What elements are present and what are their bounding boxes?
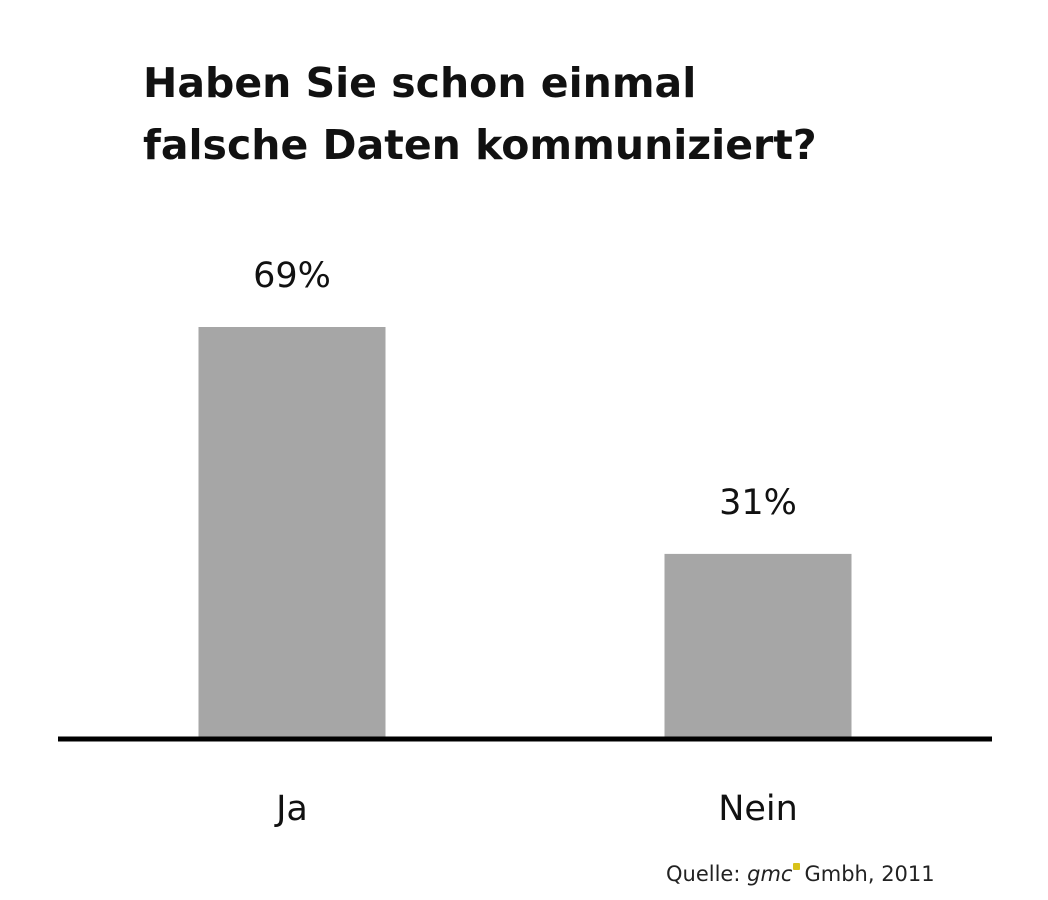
chart-title-line-1: Haben Sie schon einmal bbox=[143, 59, 697, 107]
chart-title: Haben Sie schon einmal falsche Daten kom… bbox=[143, 52, 1003, 176]
data-label-nein: 31% bbox=[719, 483, 797, 523]
source-note: Quelle: gmc Gmbh, 2011 bbox=[666, 862, 1026, 886]
bar-nein bbox=[664, 553, 852, 739]
brand-mark-icon bbox=[793, 863, 801, 870]
category-label-ja: Ja bbox=[274, 789, 308, 829]
data-label-ja: 69% bbox=[253, 256, 331, 296]
bar-ja bbox=[198, 327, 386, 739]
source-suffix: Gmbh, 2011 bbox=[804, 862, 935, 886]
source-brand: gmc bbox=[747, 862, 793, 886]
source-prefix: Quelle: bbox=[666, 862, 741, 886]
category-label-nein: Nein bbox=[718, 789, 798, 829]
chart-title-line-2: falsche Daten kommuniziert? bbox=[143, 121, 817, 169]
